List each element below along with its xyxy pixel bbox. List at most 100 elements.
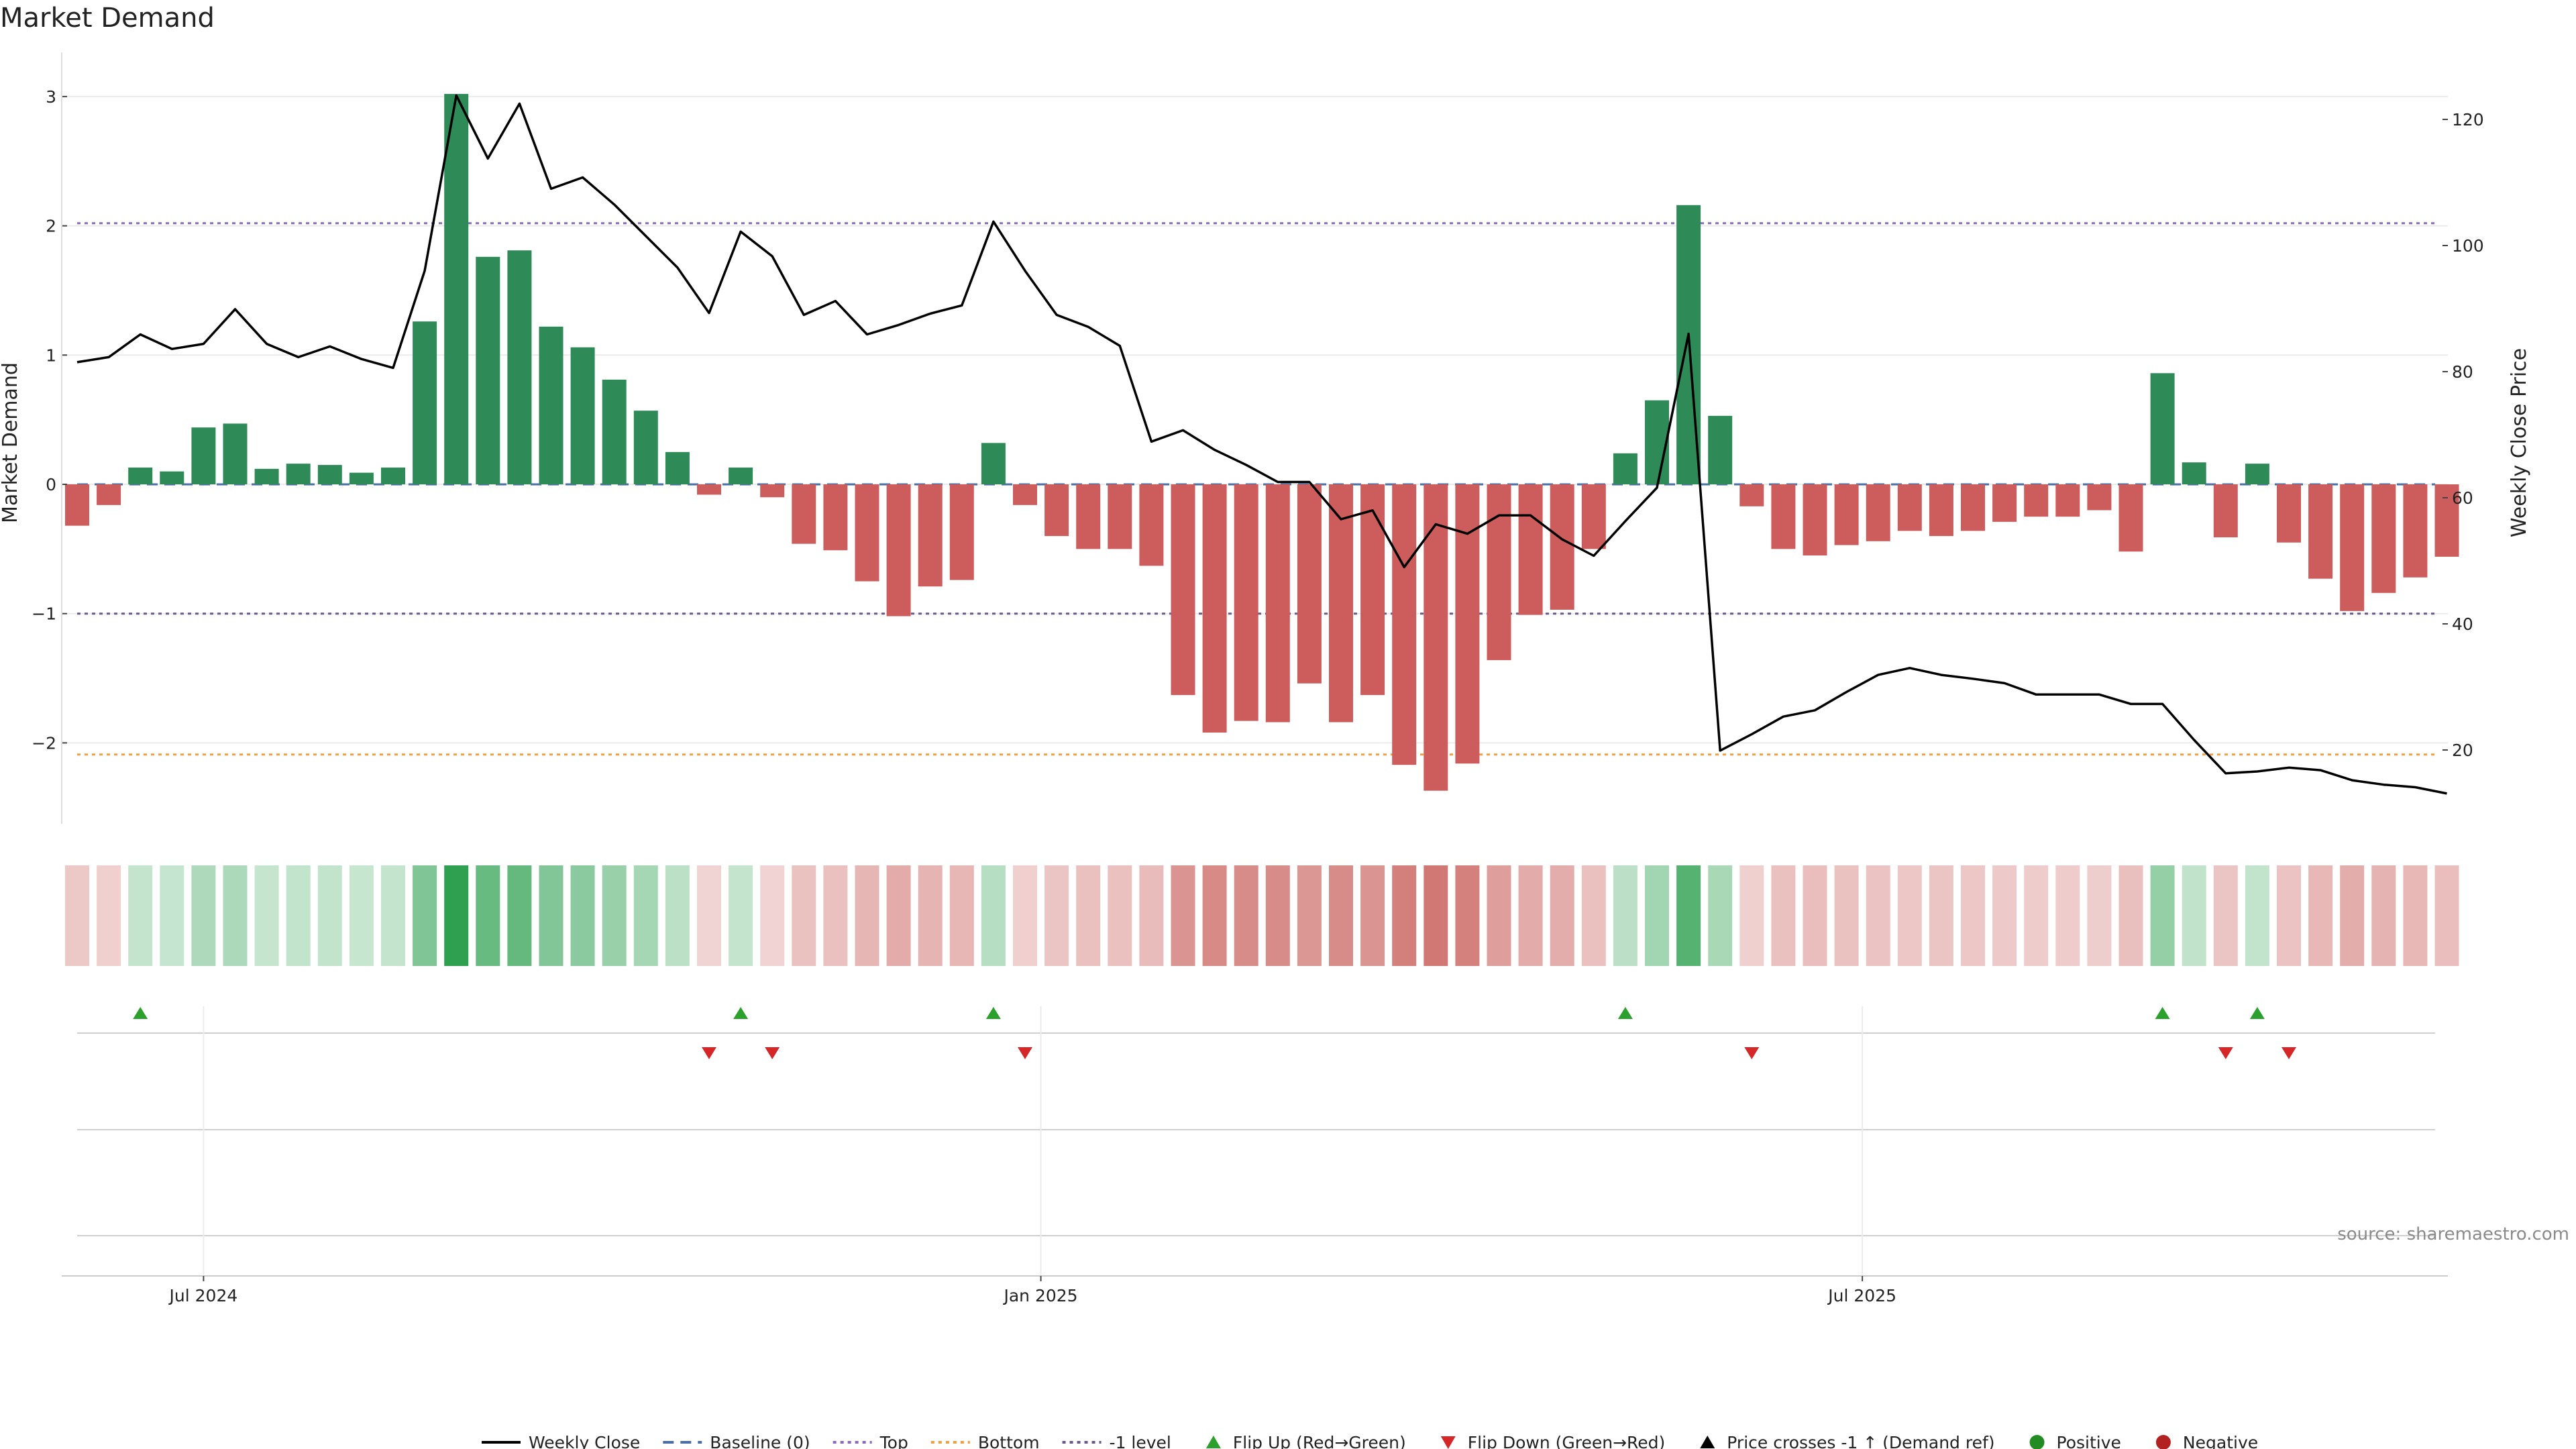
demand-bar bbox=[602, 379, 627, 484]
demand-bar bbox=[1013, 484, 1037, 505]
demand-bar bbox=[2150, 373, 2175, 484]
heat-cell bbox=[633, 865, 658, 966]
demand-bar bbox=[1329, 484, 1353, 722]
flip-down-marker bbox=[2282, 1047, 2296, 1059]
demand-bar bbox=[1487, 484, 1511, 661]
heat-cell bbox=[1455, 865, 1480, 966]
x-tick-label: Jul 2024 bbox=[168, 1286, 238, 1305]
demand-bar bbox=[2371, 484, 2396, 593]
right-tick-label: 60 bbox=[2452, 488, 2473, 508]
left-tick-label: 3 bbox=[46, 87, 56, 107]
demand-bar bbox=[507, 250, 532, 484]
heat-cell bbox=[65, 865, 89, 966]
heat-cell bbox=[918, 865, 943, 966]
source-note: source: sharemaestro.com bbox=[2337, 1224, 2569, 1244]
heat-cell bbox=[2118, 865, 2143, 966]
heat-cell bbox=[1708, 865, 1733, 966]
heat-cell bbox=[2055, 865, 2080, 966]
legend-item: Negative bbox=[2155, 1433, 2258, 1449]
legend-item: Positive bbox=[2029, 1433, 2121, 1449]
demand-bar bbox=[444, 94, 469, 484]
demand-bar bbox=[1550, 484, 1574, 610]
left-tick-label: −1 bbox=[32, 604, 56, 624]
flip-up-marker bbox=[2249, 1007, 2265, 1019]
demand-bar bbox=[1076, 484, 1101, 549]
demand-bar bbox=[160, 471, 184, 484]
demand-bar bbox=[1739, 484, 1764, 506]
legend-item: Price crosses -1 ↑ (Demand ref) bbox=[1700, 1433, 1995, 1449]
legend-label: Top bbox=[879, 1433, 908, 1449]
demand-bar bbox=[570, 347, 595, 484]
heat-cell bbox=[97, 865, 121, 966]
heat-cell bbox=[286, 865, 311, 966]
heat-cell bbox=[191, 865, 216, 966]
right-tick-label: 80 bbox=[2452, 362, 2473, 382]
demand-bar bbox=[1139, 484, 1164, 566]
demand-bar bbox=[665, 451, 690, 484]
demand-bar bbox=[1961, 484, 1985, 531]
demand-bar bbox=[729, 467, 753, 484]
heat-cell bbox=[539, 865, 564, 966]
flip-down-marker bbox=[1018, 1047, 1032, 1059]
heat-cell bbox=[1613, 865, 1638, 966]
demand-bar bbox=[949, 484, 974, 580]
demand-bar bbox=[1171, 484, 1195, 696]
legend-label: Flip Up (Red→Green) bbox=[1233, 1433, 1406, 1449]
heat-cell bbox=[128, 865, 153, 966]
heat-cell bbox=[223, 865, 248, 966]
legend-item: Top bbox=[833, 1433, 908, 1449]
demand-bar bbox=[1929, 484, 1953, 537]
x-tick-label: Jan 2025 bbox=[1002, 1286, 1077, 1305]
heat-cell bbox=[2182, 865, 2206, 966]
heat-cell bbox=[507, 865, 532, 966]
legend-item: Flip Down (Green→Red) bbox=[1440, 1433, 1665, 1449]
heat-cell bbox=[1139, 865, 1164, 966]
x-tick-label: Jul 2025 bbox=[1827, 1286, 1896, 1305]
heat-cell bbox=[1108, 865, 1132, 966]
heat-cell bbox=[444, 865, 469, 966]
left-tick-label: 1 bbox=[46, 345, 56, 365]
legend-label: Positive bbox=[2057, 1433, 2121, 1449]
demand-bar bbox=[413, 321, 437, 484]
demand-bar bbox=[1297, 484, 1322, 684]
heat-cell bbox=[2150, 865, 2175, 966]
heat-cell bbox=[1392, 865, 1417, 966]
heat-cell bbox=[1992, 865, 2017, 966]
demand-bar bbox=[1834, 484, 1859, 545]
y-axis-label-right: Weekly Close Price bbox=[2508, 348, 2531, 537]
demand-bar bbox=[981, 443, 1006, 484]
legend-swatch-triangle-up bbox=[1205, 1436, 1221, 1448]
demand-bar bbox=[1108, 484, 1132, 549]
heat-cell bbox=[1234, 865, 1258, 966]
x-axis: Jul 2024 Jan 2025 Jul 2025 bbox=[62, 1006, 2448, 1305]
demand-bar bbox=[1897, 484, 1922, 531]
demand-bar bbox=[476, 256, 500, 484]
heat-cell bbox=[2213, 865, 2238, 966]
demand-bar bbox=[254, 468, 279, 484]
heat-cell bbox=[160, 865, 184, 966]
flip-up-marker bbox=[2155, 1007, 2170, 1019]
heat-cell bbox=[2277, 865, 2301, 966]
heat-cell bbox=[1866, 865, 1890, 966]
heat-cell bbox=[476, 865, 500, 966]
demand-bar bbox=[65, 484, 89, 526]
heat-cell bbox=[1265, 865, 1290, 966]
legend-label: Weekly Close bbox=[529, 1433, 640, 1449]
demand-bar bbox=[1771, 484, 1796, 549]
demand-bar bbox=[1581, 484, 1606, 549]
demand-bar bbox=[97, 484, 121, 505]
flip-up-marker bbox=[985, 1007, 1001, 1019]
legend-item: -1 level bbox=[1062, 1433, 1171, 1449]
demand-bar bbox=[317, 465, 342, 484]
heat-cell bbox=[792, 865, 816, 966]
left-axis-ticks: 3 2 1 0 −1 −2 bbox=[32, 52, 67, 824]
legend-label: Price crosses -1 ↑ (Demand ref) bbox=[1727, 1433, 1994, 1449]
legend-swatch-triangle-up bbox=[1700, 1436, 1715, 1448]
demand-bar bbox=[1392, 484, 1417, 765]
heat-cell bbox=[1929, 865, 1953, 966]
demand-bar bbox=[697, 484, 721, 495]
heat-cell bbox=[1044, 865, 1069, 966]
y-axis-label-left: Market Demand bbox=[0, 362, 22, 523]
heat-cell bbox=[1297, 865, 1322, 966]
heat-cell bbox=[1803, 865, 1827, 966]
